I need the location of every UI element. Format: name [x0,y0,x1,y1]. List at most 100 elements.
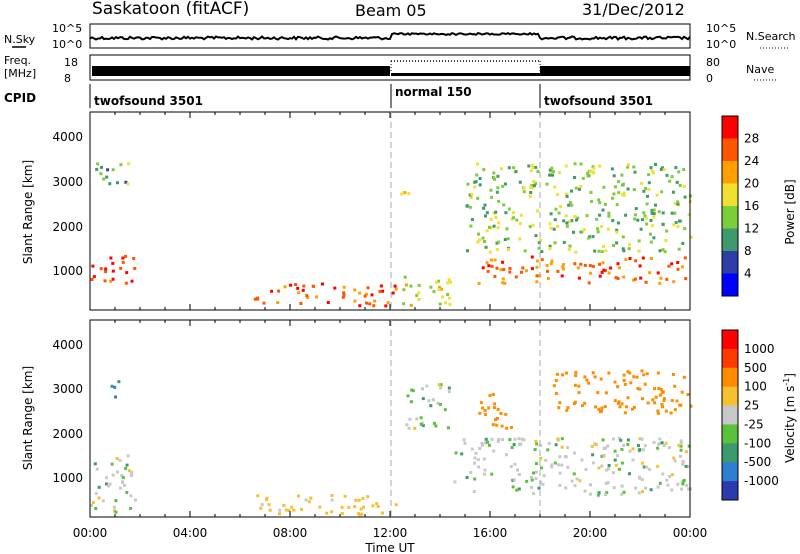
heat-cell [559,205,563,208]
heat-cell [678,403,682,407]
heat-cell [496,407,500,411]
heat-cell [354,498,358,502]
freq-panel: Freq. [MHz] 18 8 80 0 Nave [4,54,778,85]
heat-cell [598,274,602,278]
heat-cell [662,399,666,402]
heat-cell [115,457,119,460]
velocity-colorbar-swatch [722,462,738,482]
heat-cell [554,379,558,382]
heat-cell [496,186,500,190]
heat-cell [483,409,487,412]
heat-cell [594,405,597,409]
heat-cell [126,454,130,458]
heat-cell [656,485,660,489]
heat-cell [587,281,591,285]
heat-cell [599,225,603,228]
heat-cell [437,288,441,292]
heat-cell [326,301,330,304]
heat-cell [289,283,293,287]
heat-cell [607,371,611,375]
heat-cell [628,371,632,375]
heat-cell [588,264,592,268]
heat-cell [678,184,682,187]
velocity-colorbar-swatch [722,367,738,388]
heat-cell [620,484,624,488]
heat-cell [683,195,687,199]
heat-cell [287,508,291,512]
heat-cell [558,471,562,475]
heat-cell [562,240,566,244]
power-heatmap [90,162,693,308]
heat-cell [343,494,347,498]
heat-cell [438,403,442,406]
freq-bar-2 [540,66,690,76]
heat-cell [628,257,632,260]
heat-cell [447,390,451,394]
heat-cell [572,402,576,406]
heat-cell [673,211,677,215]
heat-cell [653,387,656,391]
heat-cell [480,443,484,447]
heat-cell [638,448,642,452]
heat-cell [623,411,627,415]
heat-cell [413,426,417,430]
heat-cell [365,301,368,305]
heat-cell [496,226,500,230]
heat-cell [550,463,554,467]
heat-cell [297,291,301,295]
heat-cell [530,475,534,479]
heat-cell [512,216,515,220]
heat-cell [647,188,651,192]
heat-cell [551,173,554,177]
heat-cell [657,210,661,214]
heat-cell [366,286,370,290]
heat-cell [384,304,388,308]
velocity-colorbar-swatch [722,481,738,501]
heat-cell [376,505,380,508]
heat-cell [359,507,363,511]
heat-cell [624,213,628,217]
heat-cell [633,170,637,174]
heat-cell [640,478,644,482]
heat-cell [548,247,552,250]
heat-cell [480,442,484,445]
heat-cell [116,181,119,185]
heat-cell [256,297,260,301]
heat-cell [570,189,573,193]
heat-cell [605,468,608,472]
heat-cell [577,384,581,388]
heat-cell [591,235,595,239]
heat-cell [410,388,414,392]
heat-cell [473,185,477,189]
heat-cell [614,276,618,280]
heat-cell [638,387,642,391]
heat-cell [521,266,525,270]
heat-cell [265,496,269,500]
heat-cell [656,371,660,375]
heat-cell [460,452,464,456]
heat-cell [609,266,613,270]
heat-cell [402,288,406,292]
heat-cell [592,461,595,465]
power-panel: Slant Range [km] 1000 2000 3000 4000 282… [21,111,797,311]
heat-cell [353,299,357,303]
heat-cell [665,229,669,233]
heat-cell [94,507,98,510]
heat-cell [499,412,503,415]
heat-cell [647,173,651,177]
heat-cell [92,275,96,279]
heat-cell [647,181,651,185]
heat-cell [649,488,653,492]
heat-cell [91,501,95,504]
heat-cell [437,279,440,283]
heat-cell [415,417,419,421]
heat-cell [527,164,531,168]
heat-cell [425,384,429,388]
heat-cell [567,203,571,207]
heat-cell [487,443,491,447]
heat-cell [661,405,664,409]
heat-cell [494,216,498,219]
xtick-8: 08:00 [273,526,308,540]
heat-cell [539,480,543,484]
heat-cell [104,270,108,274]
